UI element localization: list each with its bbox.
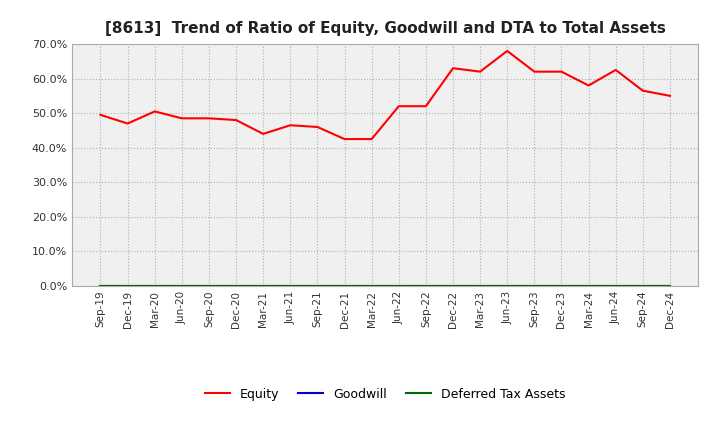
Equity (367, 136, 376, 142)
Goodwill (449, 283, 457, 289)
Equity (584, 83, 593, 88)
Goodwill (178, 283, 186, 289)
Equity (150, 109, 159, 114)
Equity (639, 88, 647, 93)
Goodwill (367, 283, 376, 289)
Legend: Equity, Goodwill, Deferred Tax Assets: Equity, Goodwill, Deferred Tax Assets (200, 383, 570, 406)
Deferred Tax Assets (639, 283, 647, 289)
Equity (611, 67, 620, 73)
Goodwill (150, 283, 159, 289)
Equity (476, 69, 485, 74)
Equity (232, 117, 240, 123)
Goodwill (96, 283, 105, 289)
Line: Equity: Equity (101, 51, 670, 139)
Deferred Tax Assets (476, 283, 485, 289)
Goodwill (665, 283, 674, 289)
Goodwill (584, 283, 593, 289)
Deferred Tax Assets (341, 283, 349, 289)
Deferred Tax Assets (150, 283, 159, 289)
Equity (204, 116, 213, 121)
Deferred Tax Assets (367, 283, 376, 289)
Deferred Tax Assets (313, 283, 322, 289)
Equity (395, 103, 403, 109)
Deferred Tax Assets (178, 283, 186, 289)
Deferred Tax Assets (584, 283, 593, 289)
Deferred Tax Assets (665, 283, 674, 289)
Goodwill (286, 283, 294, 289)
Deferred Tax Assets (123, 283, 132, 289)
Equity (449, 66, 457, 71)
Equity (259, 131, 268, 136)
Goodwill (123, 283, 132, 289)
Deferred Tax Assets (286, 283, 294, 289)
Deferred Tax Assets (395, 283, 403, 289)
Deferred Tax Assets (557, 283, 566, 289)
Goodwill (611, 283, 620, 289)
Equity (530, 69, 539, 74)
Goodwill (232, 283, 240, 289)
Deferred Tax Assets (449, 283, 457, 289)
Equity (313, 125, 322, 130)
Equity (665, 93, 674, 99)
Equity (178, 116, 186, 121)
Goodwill (313, 283, 322, 289)
Deferred Tax Assets (96, 283, 105, 289)
Deferred Tax Assets (530, 283, 539, 289)
Goodwill (557, 283, 566, 289)
Title: [8613]  Trend of Ratio of Equity, Goodwill and DTA to Total Assets: [8613] Trend of Ratio of Equity, Goodwil… (105, 21, 665, 36)
Equity (503, 48, 511, 54)
Goodwill (204, 283, 213, 289)
Goodwill (476, 283, 485, 289)
Deferred Tax Assets (503, 283, 511, 289)
Equity (341, 136, 349, 142)
Goodwill (341, 283, 349, 289)
Goodwill (259, 283, 268, 289)
Deferred Tax Assets (232, 283, 240, 289)
Goodwill (639, 283, 647, 289)
Equity (421, 103, 430, 109)
Deferred Tax Assets (204, 283, 213, 289)
Goodwill (503, 283, 511, 289)
Goodwill (395, 283, 403, 289)
Deferred Tax Assets (259, 283, 268, 289)
Goodwill (530, 283, 539, 289)
Deferred Tax Assets (421, 283, 430, 289)
Goodwill (421, 283, 430, 289)
Equity (557, 69, 566, 74)
Equity (286, 123, 294, 128)
Equity (96, 112, 105, 117)
Deferred Tax Assets (611, 283, 620, 289)
Equity (123, 121, 132, 126)
